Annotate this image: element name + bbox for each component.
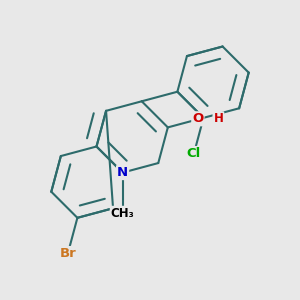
Text: Cl: Cl — [187, 147, 201, 160]
Text: CH₃: CH₃ — [111, 207, 134, 220]
Text: O: O — [192, 112, 203, 125]
Text: Br: Br — [59, 247, 76, 260]
Text: H: H — [213, 112, 223, 125]
Text: N: N — [117, 166, 128, 179]
